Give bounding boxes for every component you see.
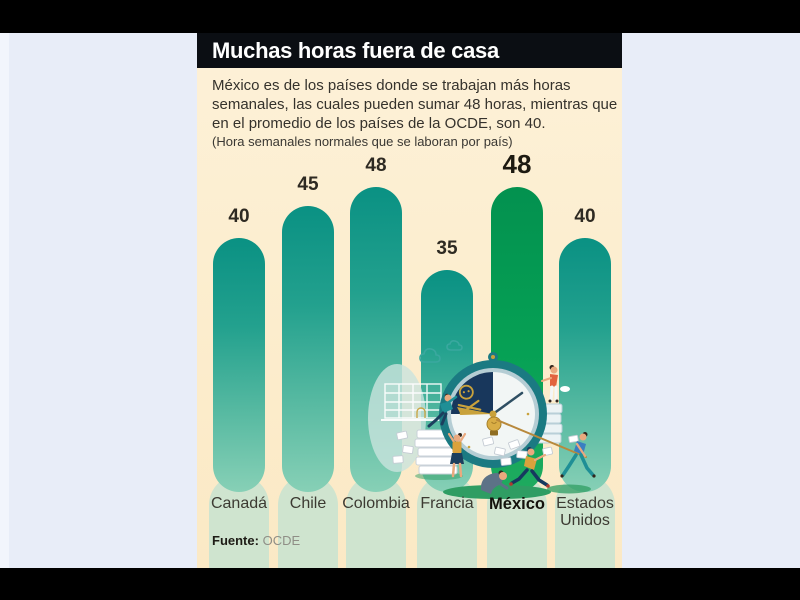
bar-category-label: Estados Unidos [556,495,614,529]
bar-value-label: 40 [574,206,596,227]
bar-value-label: 45 [297,174,319,195]
worker-climber [427,393,458,428]
bar-value-label: 40 [228,206,250,227]
source-label: Fuente: [212,533,259,548]
source-line: Fuente: OCDE [212,533,300,548]
clock-icon [439,352,587,468]
cloud-icon [419,340,463,363]
bar [213,238,265,492]
bar [282,206,334,492]
info-card: Muchas horas fuera de casa México es de … [197,33,622,568]
intro-text: México es de los países donde se trabaja… [212,77,618,133]
source-value: OCDE [262,533,301,548]
bar-value-label: 35 [436,238,458,259]
bar-category-label: México [489,495,545,513]
worker-crouching [480,470,519,494]
letterbox-top [0,0,800,33]
letterbox-bottom [0,568,800,600]
worker-running [509,446,553,488]
clock-hand-gold [457,407,493,415]
overwork-clock-illustration [368,340,596,499]
clock-hand-dark [491,391,524,416]
page-title: Muchas horas fuera de casa [212,37,499,63]
bar-category-label: Francia [420,495,474,512]
worker-raised-arms [447,432,467,478]
bar-category-label: Chile [289,495,327,512]
bar-category-label: Canadá [210,495,268,512]
flying-papers [392,386,579,466]
bar-value-label: 48 [502,149,532,179]
bar-value-label: 48 [365,155,387,176]
bar-chart: 40 Canadá 45 Chile 48 Colombia 35 Francia 48 Méxi… [197,33,622,568]
card-header-band: Muchas horas fuera de casa [197,33,622,68]
chart-subtitle: (Hora semanales normales que se laboran … [212,134,513,149]
rope-hand [496,419,587,458]
bar-category-label: Colombia [342,495,410,512]
skull-icon [457,384,482,415]
worker-rope-puller [560,432,596,478]
ground-patches [415,472,591,499]
page-background-edge [0,33,9,568]
worker-on-stack [541,365,559,403]
